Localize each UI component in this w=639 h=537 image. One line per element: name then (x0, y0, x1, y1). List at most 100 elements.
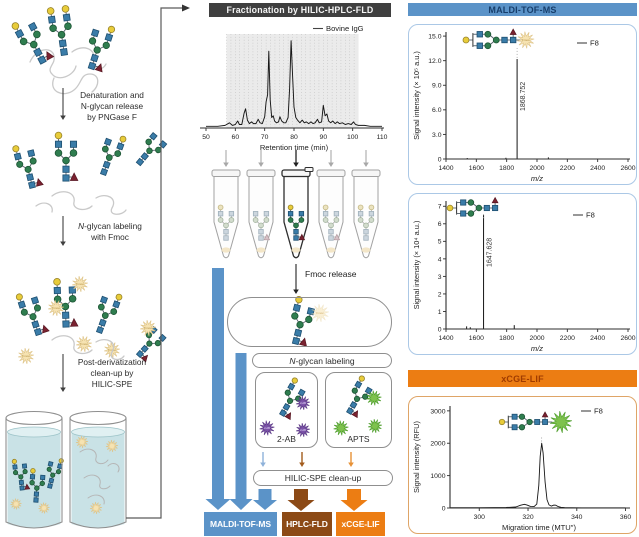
svg-text:2-AB: 2-AB (264, 426, 270, 430)
glycan-tree-icon (279, 377, 306, 421)
svg-text:110: 110 (377, 134, 388, 141)
svg-text:1868.752: 1868.752 (520, 82, 527, 111)
svg-text:Fmoc: Fmoc (80, 342, 88, 346)
fractionation-header: Fractionation by HILIC-HPLC-FLD (209, 3, 391, 17)
glycan-tree-icon (135, 325, 167, 363)
glycan-tree-icon (54, 131, 79, 182)
svg-text:1600: 1600 (469, 165, 484, 172)
step-label-hilic-spe-cleanup: Post-derivatization clean-up by HILIC-SP… (77, 357, 147, 389)
maldi-spectrum-chart-native: 1647.628 1400 1600 1800 2000 2200 2400 2600 0 1 2 3… (412, 196, 636, 353)
protein-scribble-icon (29, 49, 77, 79)
right-arrow-icon (182, 4, 190, 12)
glycan-tree-icon (287, 204, 306, 241)
glycan-tree-icon (12, 145, 44, 189)
hplc-fld-button[interactable]: HPLC-FLD (282, 512, 332, 536)
protein-scribble-icon (95, 194, 127, 215)
flow-arrow (205, 268, 231, 510)
glycan-tree-icon (217, 204, 235, 241)
fmoc-star-icon (75, 435, 89, 449)
two-ab-star-icon (259, 420, 275, 436)
released-glycan-box (227, 297, 392, 347)
svg-text:1: 1 (438, 309, 442, 316)
svg-text:360: 360 (620, 514, 632, 521)
svg-text:5: 5 (438, 239, 442, 246)
svg-text:F8: F8 (586, 211, 595, 220)
svg-text:2200: 2200 (560, 165, 575, 172)
apts-star-icon (368, 419, 382, 433)
fmoc-star-icon (18, 348, 34, 364)
beaker-icon (69, 410, 127, 529)
glycan-chain-icon (498, 411, 572, 433)
fmoc-star-icon (140, 320, 156, 336)
svg-text:2600: 2600 (620, 335, 635, 342)
fmoc-star-icon (72, 276, 88, 292)
glycan-tree-icon (11, 21, 55, 65)
glycan-tree-icon (53, 278, 79, 328)
svg-text:Fmoc: Fmoc (52, 306, 60, 310)
two-ab-label: 2-AB (277, 434, 296, 444)
svg-text:2-AB: 2-AB (300, 428, 306, 432)
svg-text:4: 4 (438, 256, 442, 263)
svg-text:0: 0 (438, 156, 442, 163)
two-ab-star-icon (296, 423, 310, 437)
maldi-tof-ms-button[interactable]: MALDI-TOF-MS (204, 512, 277, 536)
svg-text:12.0: 12.0 (428, 58, 441, 65)
sample-tube (351, 169, 381, 259)
svg-text:Fmoc: Fmoc (316, 311, 324, 315)
svg-text:300: 300 (474, 514, 486, 521)
apts-star-icon (333, 420, 349, 436)
svg-text:3: 3 (438, 274, 442, 281)
fmoc-release-label: Fmoc release (305, 269, 357, 279)
fmoc-star-icon (104, 342, 120, 358)
two-ab-star-icon (296, 396, 310, 410)
two-ab-box: 2-AB (255, 372, 318, 448)
nglycan-labeling-label: N-glycan labeling (289, 355, 355, 366)
glycan-tree-icon (357, 204, 375, 241)
svg-text:6: 6 (438, 221, 442, 228)
glycan-tree-icon (346, 375, 373, 419)
svg-text:80: 80 (290, 134, 298, 141)
svg-text:1800: 1800 (499, 165, 514, 172)
maldi-section-header: MALDI-TOF-MS (408, 3, 637, 16)
svg-text:340: 340 (571, 514, 583, 521)
nglycan-labeling-pill: N-glycan labeling (252, 353, 392, 368)
glycan-tree-icon (99, 135, 127, 177)
flow-arrow (287, 489, 315, 511)
glycan-tree-icon (11, 458, 31, 491)
hilic-spe-cleanup-label: HILIC-SPE clean-up (284, 473, 362, 483)
svg-text:Signal intensity (× 10⁵ a.u.): Signal intensity (× 10⁵ a.u.) (412, 51, 421, 140)
protein-scribble-icon (83, 474, 111, 490)
glycan-tree-icon (87, 25, 116, 73)
svg-text:1400: 1400 (438, 335, 453, 342)
svg-text:F8: F8 (594, 407, 603, 416)
svg-text:0: 0 (442, 505, 446, 512)
hplc-fld-chromatogram-chart: 50 60 70 80 90 100 110 Retention time (min) Bovi… (200, 24, 388, 152)
svg-text:7: 7 (438, 204, 442, 211)
svg-text:Fmoc: Fmoc (22, 354, 30, 358)
sample-tube (246, 169, 276, 259)
svg-text:3000: 3000 (430, 408, 445, 415)
flow-arrow (340, 489, 368, 511)
sample-tube (211, 169, 241, 259)
svg-text:2400: 2400 (590, 165, 605, 172)
protein-scribble-icon (107, 463, 120, 473)
beaker-icon (5, 410, 64, 529)
apts-star-icon (550, 411, 572, 433)
glycan-tree-icon (95, 293, 123, 335)
svg-text:Signal intensity (RFU): Signal intensity (RFU) (412, 421, 421, 493)
svg-text:2000: 2000 (430, 441, 445, 448)
svg-text:1000: 1000 (430, 473, 445, 480)
step-label-fmoc-labeling: N-glycan labeling with Fmoc (78, 221, 142, 242)
hilic-spe-cleanup-pill: HILIC-SPE clean-up (253, 470, 393, 486)
svg-text:Migration time (MTU″): Migration time (MTU″) (502, 523, 576, 532)
xcge-lif-button[interactable]: xCGE-LIF (336, 512, 385, 536)
svg-text:2400: 2400 (590, 335, 605, 342)
svg-text:50: 50 (202, 134, 210, 141)
svg-text:6.0: 6.0 (432, 107, 442, 114)
svg-text:2000: 2000 (529, 165, 544, 172)
protein-scribble-icon (79, 448, 109, 465)
svg-text:320: 320 (522, 514, 534, 521)
svg-text:1800: 1800 (499, 335, 514, 342)
fmoc-star-icon (311, 304, 329, 322)
protein-scribble-icon (52, 73, 99, 95)
